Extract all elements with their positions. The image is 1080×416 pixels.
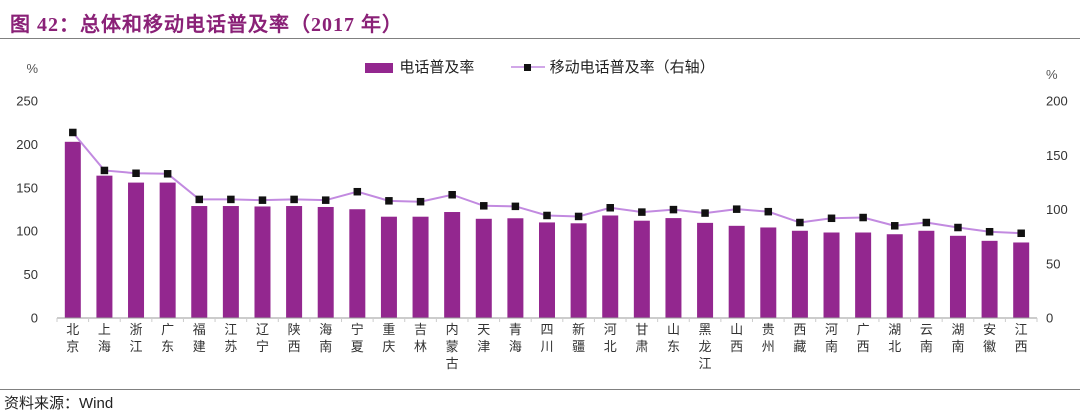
svg-text:陕: 陕: [288, 322, 301, 337]
svg-text:青: 青: [509, 322, 522, 337]
svg-text:%: %: [26, 61, 38, 76]
svg-text:天: 天: [477, 322, 490, 337]
svg-text:50: 50: [1046, 256, 1060, 271]
svg-text:南: 南: [319, 339, 332, 354]
svg-text:京: 京: [66, 339, 79, 354]
svg-text:西: 西: [730, 339, 743, 354]
svg-text:徽: 徽: [983, 339, 996, 354]
svg-text:福: 福: [193, 322, 206, 337]
svg-text:西: 西: [857, 339, 870, 354]
svg-text:苏: 苏: [224, 339, 237, 354]
svg-text:150: 150: [16, 180, 38, 195]
svg-text:山: 山: [730, 322, 743, 337]
svg-text:西: 西: [793, 322, 806, 337]
svg-text:夏: 夏: [351, 339, 364, 354]
svg-text:辽: 辽: [256, 322, 269, 337]
svg-text:50: 50: [24, 267, 38, 282]
svg-text:蒙: 蒙: [446, 339, 459, 354]
svg-text:北: 北: [604, 339, 617, 354]
svg-text:海: 海: [319, 322, 332, 337]
svg-text:南: 南: [825, 339, 838, 354]
svg-text:龙: 龙: [699, 339, 712, 354]
svg-text:贵: 贵: [762, 322, 775, 337]
svg-text:山: 山: [667, 322, 680, 337]
svg-text:100: 100: [16, 224, 38, 239]
svg-text:东: 东: [667, 339, 680, 354]
svg-text:南: 南: [951, 339, 964, 354]
svg-text:藏: 藏: [793, 339, 806, 354]
svg-text:东: 东: [161, 339, 174, 354]
svg-text:云: 云: [920, 322, 933, 337]
svg-text:江: 江: [699, 356, 712, 371]
svg-text:四: 四: [540, 322, 553, 337]
svg-text:川: 川: [540, 339, 553, 354]
svg-text:广: 广: [857, 322, 870, 337]
svg-text:0: 0: [31, 311, 38, 326]
svg-text:100: 100: [1046, 202, 1068, 217]
svg-text:湖: 湖: [888, 322, 901, 337]
svg-text:江: 江: [1015, 322, 1028, 337]
svg-text:上: 上: [98, 322, 111, 337]
svg-text:宁: 宁: [351, 322, 364, 337]
svg-text:浙: 浙: [130, 322, 143, 337]
svg-text:湖: 湖: [951, 322, 964, 337]
svg-text:南: 南: [920, 339, 933, 354]
svg-text:200: 200: [16, 137, 38, 152]
svg-text:重: 重: [382, 322, 395, 337]
svg-text:河: 河: [604, 322, 617, 337]
svg-text:%: %: [1046, 67, 1058, 82]
svg-text:吉: 吉: [414, 322, 427, 337]
svg-text:海: 海: [98, 339, 111, 354]
svg-text:广: 广: [161, 322, 174, 337]
svg-text:甘: 甘: [635, 322, 648, 337]
svg-text:新: 新: [572, 322, 585, 337]
svg-text:西: 西: [288, 339, 301, 354]
svg-text:西: 西: [1015, 339, 1028, 354]
svg-text:安: 安: [983, 322, 996, 337]
svg-text:海: 海: [509, 339, 522, 354]
svg-text:江: 江: [130, 339, 143, 354]
svg-text:疆: 疆: [572, 339, 585, 354]
svg-text:250: 250: [16, 94, 38, 109]
svg-text:建: 建: [193, 339, 206, 354]
svg-text:林: 林: [414, 339, 427, 354]
svg-text:北: 北: [888, 339, 901, 354]
svg-text:宁: 宁: [256, 339, 269, 354]
svg-text:津: 津: [477, 339, 490, 354]
svg-text:古: 古: [446, 356, 459, 371]
svg-text:肃: 肃: [635, 339, 648, 354]
svg-text:江: 江: [224, 322, 237, 337]
svg-text:内: 内: [446, 322, 459, 337]
svg-text:黑: 黑: [699, 322, 712, 337]
svg-text:河: 河: [825, 322, 838, 337]
svg-text:州: 州: [762, 339, 775, 354]
svg-text:200: 200: [1046, 94, 1068, 109]
svg-text:150: 150: [1046, 148, 1068, 163]
svg-text:庆: 庆: [382, 339, 395, 354]
svg-text:北: 北: [66, 322, 79, 337]
svg-text:0: 0: [1046, 311, 1053, 326]
